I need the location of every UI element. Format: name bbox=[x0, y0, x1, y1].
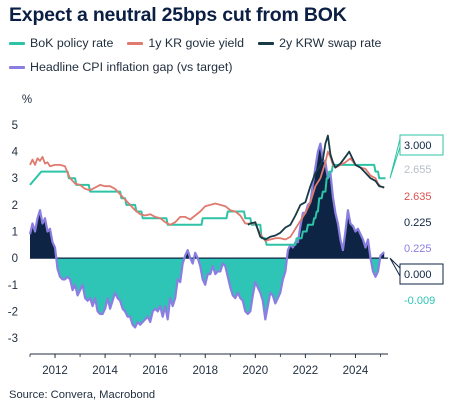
cpi-area-negative bbox=[30, 258, 385, 328]
y-tick-label: -2 bbox=[8, 306, 18, 318]
x-tick-label: 2012 bbox=[42, 365, 68, 377]
value-label: 0.225 bbox=[404, 243, 432, 255]
legend-swatch-policy bbox=[9, 41, 25, 45]
cpi-area-positive bbox=[30, 143, 385, 259]
legend-label-cpi: Headline CPI inflation gap (vs target) bbox=[30, 60, 233, 74]
value-label: 0.225 bbox=[404, 217, 432, 229]
y-tick-label: 0 bbox=[12, 253, 18, 265]
legend-swatch-govie bbox=[127, 41, 144, 45]
legend-item-govie: 1y KR govie yield bbox=[127, 36, 244, 50]
label-callout-pointer bbox=[389, 257, 401, 278]
chart-title: Expect a neutral 25bps cut from BOK bbox=[9, 4, 347, 26]
y-tick-label: 5 bbox=[12, 120, 18, 132]
legend-row-2: Headline CPI inflation gap (vs target) bbox=[9, 60, 247, 74]
y-tick-label: 2 bbox=[12, 200, 18, 212]
legend-label-govie: 1y KR govie yield bbox=[148, 36, 245, 50]
x-tick-label: 2024 bbox=[343, 365, 369, 377]
legend-swatch-swap bbox=[258, 41, 275, 45]
y-tick-label: -1 bbox=[8, 280, 18, 292]
legend-row-1: BoK policy rate 1y KR govie yield 2y KRW… bbox=[9, 36, 395, 50]
value-label: -0.009 bbox=[404, 295, 435, 307]
series-line-govie bbox=[29, 150, 385, 242]
value-label: 0.000 bbox=[404, 269, 432, 281]
x-tick-label: 2020 bbox=[243, 365, 269, 377]
label-callout-box bbox=[399, 263, 444, 285]
legend-item-cpi: Headline CPI inflation gap (vs target) bbox=[9, 60, 233, 74]
x-tick-label: 2022 bbox=[293, 365, 319, 377]
y-tick-label: 4 bbox=[12, 147, 19, 159]
x-tick-label: 2014 bbox=[92, 365, 118, 377]
series-line-swap bbox=[247, 134, 385, 241]
legend-label-swap: 2y KRW swap rate bbox=[279, 36, 382, 50]
legend-item-policy: BoK policy rate bbox=[9, 36, 113, 50]
y-axis-unit-label: % bbox=[22, 94, 32, 106]
x-tick-label: 2018 bbox=[192, 365, 218, 377]
label-callout-box bbox=[399, 134, 444, 156]
source-note: Source: Convera, Macrobond bbox=[9, 389, 156, 401]
label-callout-pointer bbox=[389, 138, 401, 179]
legend-swatch-cpi bbox=[9, 65, 25, 69]
value-label: 2.655 bbox=[404, 164, 432, 176]
legend-item-swap: 2y KRW swap rate bbox=[258, 36, 381, 50]
x-tick-label: 2016 bbox=[142, 365, 168, 377]
y-tick-label: 3 bbox=[12, 173, 18, 185]
value-label: 2.635 bbox=[404, 191, 432, 203]
y-tick-label: 1 bbox=[12, 227, 18, 239]
y-tick-label: -3 bbox=[8, 333, 18, 345]
legend-label-policy: BoK policy rate bbox=[30, 36, 114, 50]
value-label: 3.000 bbox=[404, 140, 432, 152]
series-line-cpi bbox=[28, 142, 385, 329]
